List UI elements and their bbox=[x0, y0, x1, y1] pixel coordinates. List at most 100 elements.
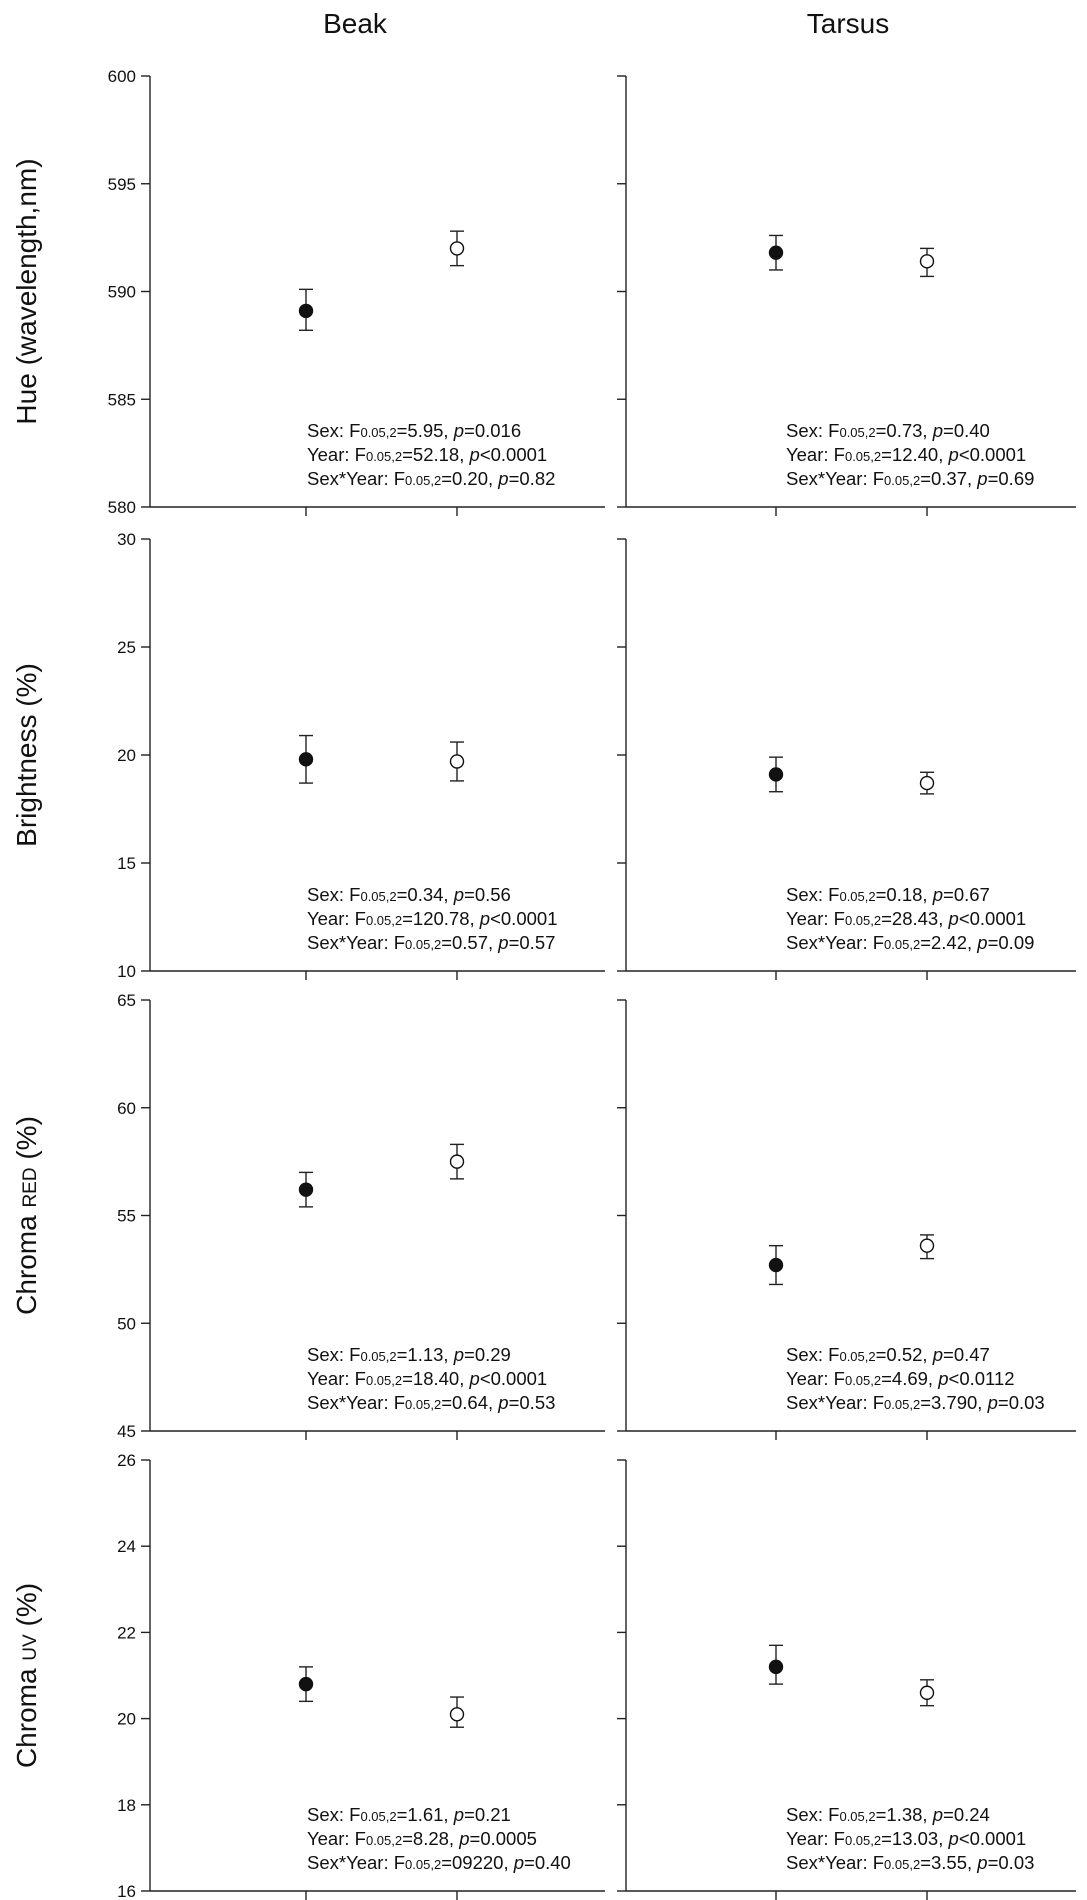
stat-part-3: p bbox=[932, 1344, 943, 1365]
y-tick-label-2-0-1: 50 bbox=[117, 1314, 136, 1333]
stat-line-1-0-2: Sex*Year: F0.05,2=0.57, p=0.57 bbox=[307, 932, 555, 953]
stat-part-1: 0.05,2 bbox=[845, 1373, 881, 1388]
stat-line-2-0-2: Sex*Year: F0.05,2=0.64, p=0.53 bbox=[307, 1392, 555, 1413]
stat-part-2: =0.57, bbox=[441, 932, 498, 953]
stat-part-0: Sex: F bbox=[307, 1804, 360, 1825]
stat-part-3: p bbox=[479, 908, 490, 929]
data-point-2-0-0 bbox=[298, 1182, 314, 1197]
y-tick-label-3-0-2: 20 bbox=[117, 1710, 136, 1729]
panel-1-1: Sex: F0.05,2=0.18, p=0.67 Year: F0.05,2=2… bbox=[617, 538, 1076, 980]
stat-part-1: 0.05,2 bbox=[839, 889, 875, 904]
stat-part-2: =2.42, bbox=[920, 932, 977, 953]
stat-part-4: =0.82 bbox=[509, 468, 556, 489]
stat-part-1: 0.05,2 bbox=[360, 425, 396, 440]
stat-part-4: =0.40 bbox=[943, 420, 990, 441]
y-tick-label-0-0-1: 585 bbox=[108, 390, 136, 409]
stat-part-2: =0.18, bbox=[876, 884, 933, 905]
column-title-tarsus: Tarsus bbox=[807, 8, 889, 39]
stat-line-2-1-1: Year: F0.05,2=4.69, p<0.0112 bbox=[786, 1368, 1015, 1389]
stat-part-4: <0.0001 bbox=[959, 444, 1026, 465]
data-point-3-0-0 bbox=[298, 1676, 314, 1692]
stat-line-2-1-0: Sex: F0.05,2=0.52, p=0.47 bbox=[786, 1344, 990, 1365]
stat-part-2: =3.55, bbox=[920, 1852, 977, 1873]
stat-part-0: Sex*Year: F bbox=[307, 932, 405, 953]
stat-part-1: 0.05,2 bbox=[845, 449, 881, 464]
stat-part-0: Sex*Year: F bbox=[307, 1392, 405, 1413]
stat-part-1: 0.05,2 bbox=[366, 1373, 402, 1388]
data-point-0-0-1 bbox=[449, 241, 465, 256]
stat-line-0-1-0: Sex: F0.05,2=0.73, p=0.40 bbox=[786, 420, 990, 441]
stat-part-3: p bbox=[458, 1828, 469, 1849]
data-point-1-0-1 bbox=[449, 754, 465, 769]
stat-line-1-1-1: Year: F0.05,2=28.43, p<0.0001 bbox=[786, 908, 1026, 929]
y-axis-label-main: Hue (wavelength,nm) bbox=[11, 158, 42, 424]
data-point-1-1-1 bbox=[919, 775, 935, 791]
stat-part-3: p bbox=[932, 884, 943, 905]
stat-line-2-0-1: Year: F0.05,2=18.40, p<0.0001 bbox=[307, 1368, 547, 1389]
y-tick-label-0-0-2: 590 bbox=[108, 283, 136, 302]
stat-part-4: <0.0001 bbox=[480, 444, 547, 465]
stat-part-1: 0.05,2 bbox=[839, 1349, 875, 1364]
stat-part-2: =5.95, bbox=[397, 420, 454, 441]
stat-part-1: 0.05,2 bbox=[360, 1809, 396, 1824]
stat-part-4: =0.69 bbox=[988, 468, 1035, 489]
y-tick-label-3-0-5: 26 bbox=[117, 1451, 136, 1470]
stat-part-4: =0.47 bbox=[943, 1344, 990, 1365]
y-axis-label-row-1: Brightness (%) bbox=[11, 663, 42, 847]
stat-part-0: Sex: F bbox=[307, 420, 360, 441]
y-tick-label-0-0-4: 600 bbox=[108, 67, 136, 86]
stat-part-1: 0.05,2 bbox=[839, 425, 875, 440]
stat-part-3: p bbox=[948, 1828, 959, 1849]
column-title-beak: Beak bbox=[323, 8, 388, 39]
stat-part-3: p bbox=[976, 1852, 987, 1873]
y-axis-label-main: Brightness (%) bbox=[11, 663, 42, 847]
stat-part-0: Sex*Year: F bbox=[786, 932, 884, 953]
stat-part-0: Sex: F bbox=[786, 884, 839, 905]
stat-part-1: 0.05,2 bbox=[360, 1349, 396, 1364]
data-point-0-1-0 bbox=[768, 245, 784, 260]
y-tick-label-1-0-4: 30 bbox=[117, 530, 136, 549]
data-point-1-1-0 bbox=[768, 767, 784, 782]
stat-part-3: p bbox=[987, 1392, 998, 1413]
stat-part-0: Sex*Year: F bbox=[786, 468, 884, 489]
stat-line-3-0-1: Year: F0.05,2=8.28, p=0.0005 bbox=[307, 1828, 537, 1849]
stat-part-2: =1.61, bbox=[397, 1804, 454, 1825]
stat-part-2: =12.40, bbox=[881, 444, 948, 465]
stat-part-4: =0.67 bbox=[943, 884, 990, 905]
stat-part-0: Sex: F bbox=[786, 1804, 839, 1825]
stat-part-0: Sex: F bbox=[786, 420, 839, 441]
data-point-3-0-1 bbox=[449, 1707, 465, 1722]
y-tick-label-2-0-3: 60 bbox=[117, 1099, 136, 1118]
stat-line-3-0-0: Sex: F0.05,2=1.61, p=0.21 bbox=[307, 1804, 511, 1825]
y-axis-label-main: Chroma bbox=[11, 1661, 42, 1768]
stat-part-2: =0.37, bbox=[920, 468, 977, 489]
stat-part-4: <0.0001 bbox=[959, 1828, 1026, 1849]
stat-part-0: Sex: F bbox=[307, 1344, 360, 1365]
y-tick-label-2-0-4: 65 bbox=[117, 991, 136, 1010]
stat-part-2: =0.73, bbox=[876, 420, 933, 441]
stat-part-3: p bbox=[513, 1852, 524, 1873]
stat-part-2: =52.18, bbox=[402, 444, 469, 465]
stat-part-2: =8.28, bbox=[402, 1828, 459, 1849]
stat-line-3-1-0: Sex: F0.05,2=1.38, p=0.24 bbox=[786, 1804, 990, 1825]
data-point-2-1-0 bbox=[768, 1257, 784, 1273]
stat-part-3: p bbox=[937, 1368, 948, 1389]
data-point-2-1-1 bbox=[919, 1238, 935, 1253]
stat-line-0-1-1: Year: F0.05,2=12.40, p<0.0001 bbox=[786, 444, 1026, 465]
stat-line-1-0-0: Sex: F0.05,2=0.34, p=0.56 bbox=[307, 884, 511, 905]
stat-part-4: =0.016 bbox=[464, 420, 521, 441]
stat-part-4: =0.57 bbox=[509, 932, 556, 953]
stat-part-1: 0.05,2 bbox=[884, 1397, 920, 1412]
stat-part-4: =0.0005 bbox=[470, 1828, 537, 1849]
y-tick-label-3-0-0: 16 bbox=[117, 1882, 136, 1900]
stat-part-3: p bbox=[453, 1344, 464, 1365]
stat-line-3-0-2: Sex*Year: F0.05,2=09220, p=0.40 bbox=[307, 1852, 571, 1873]
stat-part-4: =0.53 bbox=[509, 1392, 556, 1413]
data-point-1-0-0 bbox=[298, 752, 314, 767]
y-axis-label-row-0: Hue (wavelength,nm) bbox=[11, 158, 42, 424]
panel-2-1: Sex: F0.05,2=0.52, p=0.47 Year: F0.05,2=4… bbox=[617, 999, 1076, 1440]
stat-part-3: p bbox=[469, 1368, 480, 1389]
stat-part-1: 0.05,2 bbox=[405, 1857, 441, 1872]
